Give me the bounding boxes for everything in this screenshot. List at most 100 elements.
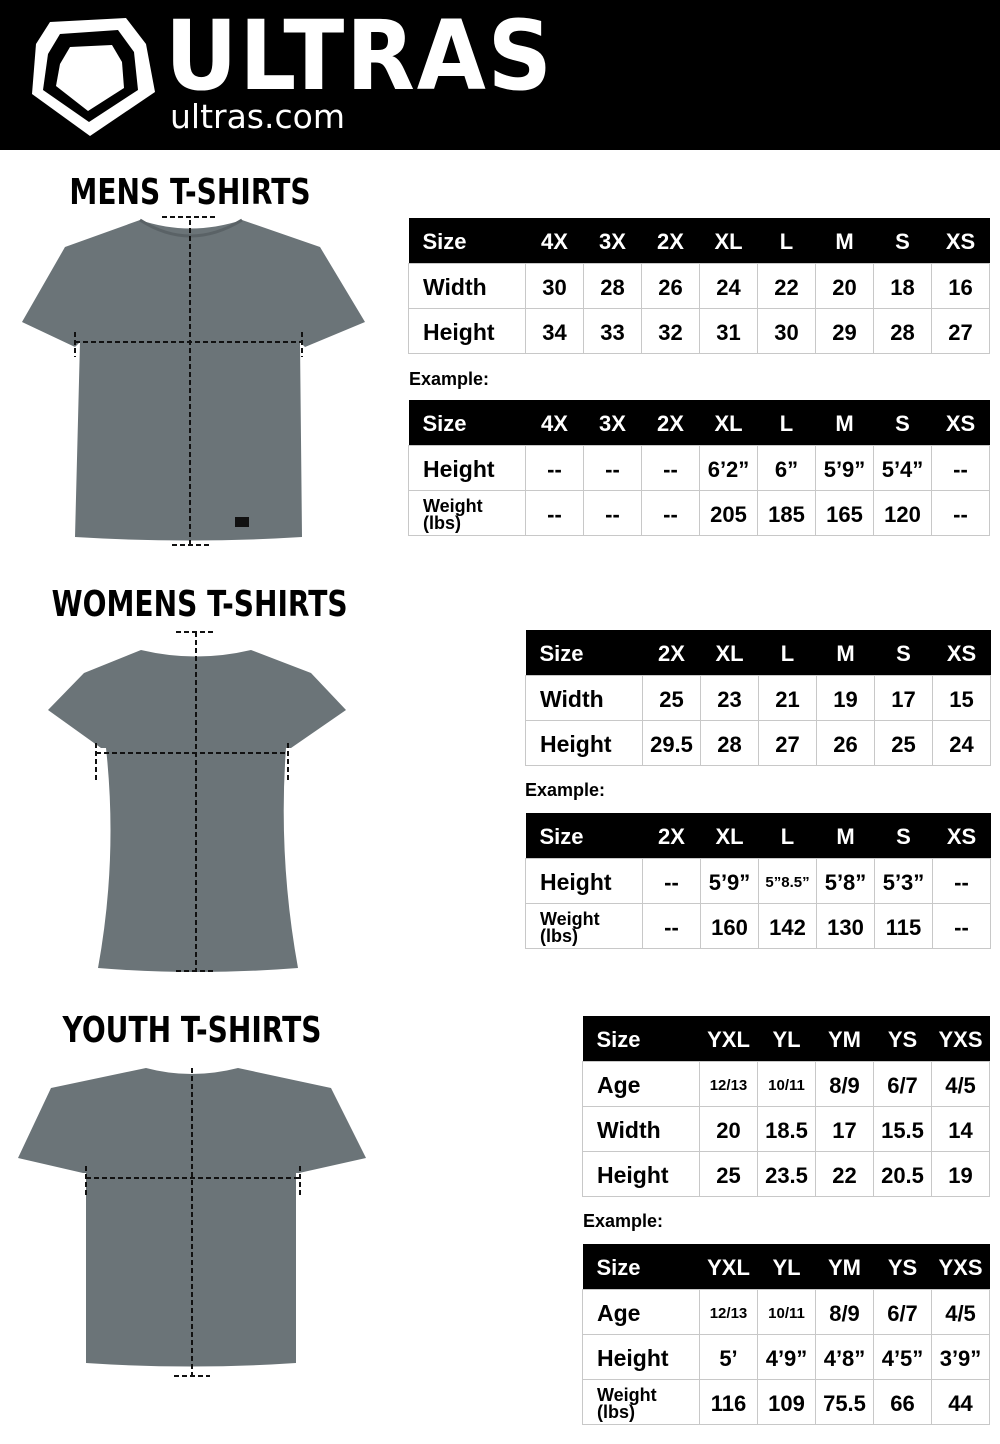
size-header: YL: [757, 1016, 816, 1061]
table-header-row: Size 4X 3X 2X XL L M S XS: [408, 400, 990, 445]
table-cell: 6”: [757, 444, 816, 491]
table-cell: 185: [757, 489, 816, 536]
table-row: Height -- -- -- 6’2” 6” 5’9” 5’4” --: [408, 444, 990, 491]
size-header: 2X: [642, 630, 701, 675]
table-cell: 25: [642, 674, 701, 721]
size-header: YXL: [699, 1016, 758, 1061]
size-header: 2X: [641, 218, 700, 263]
table-header-row: Size YXL YL YM YS YXS: [582, 1244, 990, 1289]
size-header: YL: [757, 1244, 816, 1289]
table-cell: 75.5: [815, 1378, 874, 1425]
table-cell: 109: [757, 1378, 816, 1425]
womens-example-label: Example:: [525, 780, 606, 800]
table-row: Height 5’ 4’9” 4’8” 4’5” 3’9”: [582, 1333, 990, 1380]
table-cell: 28: [700, 719, 759, 766]
table-cell: 18: [873, 262, 932, 309]
table-cell: 6’2”: [699, 444, 758, 491]
table-cell: 66: [873, 1378, 932, 1425]
row-label: Weight (lbs): [525, 902, 643, 949]
table-cell: 28: [873, 307, 932, 354]
table-cell: 17: [874, 674, 933, 721]
row-label: Height: [408, 307, 526, 354]
table-cell: 15.5: [873, 1105, 932, 1152]
table-cell: 30: [525, 262, 584, 309]
mens-size-table: Size 4X 3X 2X XL L M S XS Width 30 28 26 24 22 20 18 16 He…: [408, 218, 990, 354]
size-header: S: [873, 400, 932, 445]
size-header: M: [816, 813, 875, 858]
table-cell: --: [642, 902, 701, 949]
table-cell: 6/7: [873, 1288, 932, 1335]
table-cell: 8/9: [815, 1060, 874, 1107]
table-cell: 24: [932, 719, 991, 766]
table-row: Weight (lbs) -- -- -- 205 185 165 120 --: [408, 489, 990, 536]
table-cell: 4/5: [931, 1288, 990, 1335]
table-cell: 12/13: [699, 1060, 758, 1107]
table-cell: 25: [699, 1150, 758, 1197]
mens-example-table: Size 4X 3X 2X XL L M S XS Height -- -- -- 6’2” 6” 5’9” 5…: [408, 400, 990, 536]
table-cell: 14: [931, 1105, 990, 1152]
header-label: Size: [525, 630, 643, 675]
ultras-shield-logo: [32, 18, 155, 136]
size-header: M: [816, 630, 875, 675]
table-cell: 205: [699, 489, 758, 536]
mens-shirt-image: [22, 216, 365, 546]
size-header: S: [874, 630, 933, 675]
row-label: Height: [408, 444, 526, 491]
table-cell: 27: [931, 307, 990, 354]
mens-title: MENS T-SHIRTS: [69, 172, 311, 213]
table-cell: 4’9”: [757, 1333, 816, 1380]
size-header: XL: [700, 813, 759, 858]
row-label: Age: [582, 1288, 700, 1335]
table-header-row: Size YXL YL YM YS YXS: [582, 1016, 990, 1061]
table-row: Height 29.5 28 27 26 25 24: [525, 719, 991, 766]
youth-title: YOUTH T-SHIRTS: [62, 1010, 322, 1051]
site-url[interactable]: ultras.com: [170, 97, 345, 136]
row-label: Width: [525, 674, 643, 721]
table-cell: 4’5”: [873, 1333, 932, 1380]
size-header: XS: [931, 400, 990, 445]
table-cell: 17: [815, 1105, 874, 1152]
size-header: YM: [815, 1244, 874, 1289]
table-cell: 116: [699, 1378, 758, 1425]
table-cell: 24: [699, 262, 758, 309]
table-cell: 31: [699, 307, 758, 354]
table-cell: 23.5: [757, 1150, 816, 1197]
youth-shirt-image: [18, 1068, 366, 1377]
table-cell: 27: [758, 719, 817, 766]
table-header-row: Size 2X XL L M S XS: [525, 813, 991, 858]
table-cell: 26: [641, 262, 700, 309]
table-cell: 30: [757, 307, 816, 354]
table-cell: 5’8”: [816, 857, 875, 904]
table-cell: --: [932, 902, 991, 949]
table-cell: 19: [816, 674, 875, 721]
womens-example-table: Size 2X XL L M S XS Height -- 5’9” 5”8.5” 5’8” 5’3” -…: [525, 813, 991, 949]
row-label: Width: [582, 1105, 700, 1152]
table-cell: 22: [757, 262, 816, 309]
size-header: M: [815, 400, 874, 445]
table-row: Width 30 28 26 24 22 20 18 16: [408, 262, 990, 309]
table-cell: 28: [583, 262, 642, 309]
row-label: Height: [582, 1150, 700, 1197]
size-header: L: [758, 813, 817, 858]
table-header-row: Size 2X XL L M S XS: [525, 630, 991, 675]
table-row: Height 34 33 32 31 30 29 28 27: [408, 307, 990, 354]
row-label: Height: [582, 1333, 700, 1380]
size-header: YXS: [931, 1244, 990, 1289]
womens-size-table: Size 2X XL L M S XS Width 25 23 21 19 17 15 Height 29.5…: [525, 630, 991, 766]
size-header: M: [815, 218, 874, 263]
size-header: 4X: [525, 218, 584, 263]
table-cell: 34: [525, 307, 584, 354]
table-row: Weight (lbs) 116 109 75.5 66 44: [582, 1378, 990, 1425]
header-label: Size: [582, 1016, 700, 1061]
table-cell: 19: [931, 1150, 990, 1197]
table-cell: --: [642, 857, 701, 904]
size-header: 4X: [525, 400, 584, 445]
table-cell: --: [932, 857, 991, 904]
youth-example-label: Example:: [583, 1211, 664, 1231]
table-cell: 115: [874, 902, 933, 949]
size-header: YXL: [699, 1244, 758, 1289]
table-cell: --: [525, 444, 584, 491]
table-cell: --: [931, 444, 990, 491]
table-cell: 12/13: [699, 1288, 758, 1335]
table-cell: 6/7: [873, 1060, 932, 1107]
